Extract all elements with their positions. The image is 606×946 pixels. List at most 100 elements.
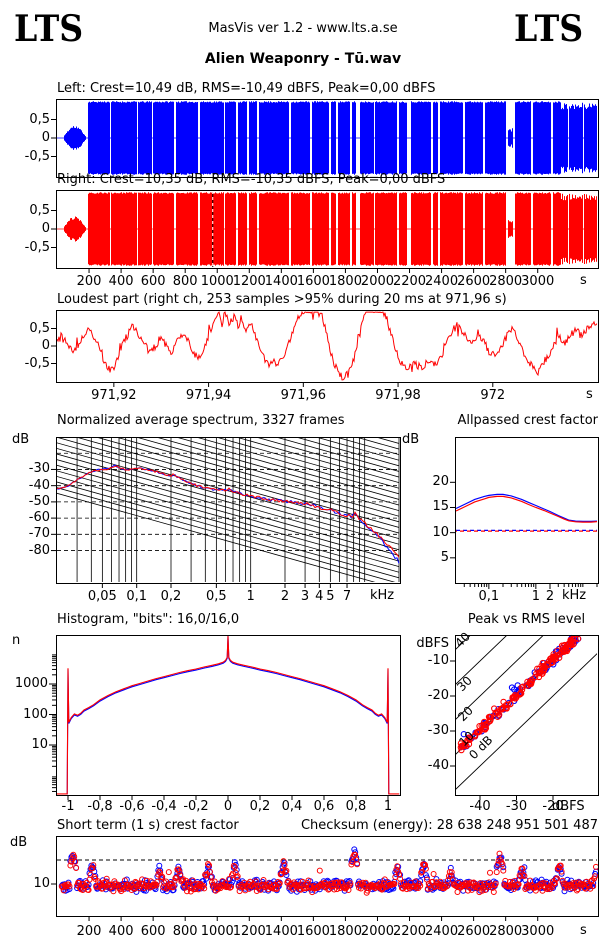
tick-label: -80 <box>28 542 50 558</box>
checksum-label: Checksum (energy): 28 638 248 951 501 48… <box>300 818 598 833</box>
tick-label: 0,1 <box>126 589 148 604</box>
tick-label: 0,5 <box>29 320 50 336</box>
tick-label: 0,2 <box>249 799 271 814</box>
tick-label: -40 <box>469 799 491 814</box>
loudest-box <box>56 310 599 383</box>
tick-label: -30 <box>427 723 449 738</box>
left-waveform-box <box>56 99 599 178</box>
tick-label: 2 <box>280 589 290 604</box>
tick-label: 1800 <box>328 274 362 289</box>
tick-label: -0,8 <box>87 799 113 814</box>
tick-label: -0,6 <box>119 799 145 814</box>
spectrum-xunit: kHz <box>370 588 395 603</box>
tick-label: 0,6 <box>313 799 335 814</box>
tick-label: 3000 <box>521 924 555 939</box>
tick-label: 1 <box>383 799 393 814</box>
page-title: Alien Weaponry - Tū.wav <box>204 51 402 67</box>
tick-label: 1600 <box>296 924 330 939</box>
tick-label: 7 <box>342 589 352 604</box>
spectrum-title: Normalized average spectrum, 3327 frames <box>57 413 345 428</box>
right-wave-label: Right: Crest=10,35 dB, RMS=-10,35 dBFS, … <box>57 172 446 187</box>
tick-label: 1000 <box>200 924 234 939</box>
tick-label: 600 <box>140 274 166 289</box>
left-wave-label: Left: Crest=10,49 dB, RMS=-10,49 dBFS, P… <box>57 81 436 96</box>
tick-label: 800 <box>172 924 198 939</box>
tick-label: 200 <box>76 274 102 289</box>
tick-label: 10 <box>33 876 50 891</box>
tick-label: -0,5 <box>24 355 50 371</box>
tick-label: 4 <box>315 589 324 604</box>
tick-label: 2400 <box>425 924 459 939</box>
tick-label: 971,98 <box>375 388 421 403</box>
loudest-title: Loudest part (right ch, 253 samples >95%… <box>57 292 507 307</box>
tick-label: 1400 <box>264 274 298 289</box>
tick-label: -20 <box>427 688 449 703</box>
tick-label: 0,5 <box>29 202 50 218</box>
allpassed-title: Allpassed crest factor <box>457 413 598 428</box>
tick-label: -40 <box>28 477 50 493</box>
shortterm-ylabel: dB <box>10 835 28 850</box>
tick-label: 0 <box>41 221 50 236</box>
tick-label: 2800 <box>489 924 523 939</box>
tick-label: 2 <box>545 589 555 604</box>
tick-label: 2800 <box>489 274 523 289</box>
tick-label: 100 <box>23 706 48 722</box>
app-version: MasVis ver 1.2 - www.lts.a.se <box>208 21 398 36</box>
tick-label: 971,96 <box>280 388 327 403</box>
peak-rms-ylabel: dBFS <box>416 636 449 651</box>
shortterm-axis-unit: s <box>580 923 587 938</box>
tick-label: -0,4 <box>151 799 177 814</box>
tick-label: -40 <box>427 758 449 773</box>
lts-logo-right: LTS <box>514 8 584 50</box>
tick-label: -0,5 <box>24 239 50 255</box>
tick-label: 2200 <box>392 924 427 939</box>
tick-label: 0,05 <box>87 589 117 604</box>
shortterm-title: Short term (1 s) crest factor <box>57 818 239 833</box>
tick-label: 0,4 <box>281 799 303 814</box>
tick-label: 3000 <box>521 274 555 289</box>
histogram-ylabel: n <box>12 633 21 648</box>
tick-label: 1200 <box>232 924 266 939</box>
lts-logo-left: LTS <box>14 8 84 50</box>
right-waveform-box <box>56 190 599 269</box>
peak-rms-box <box>455 635 599 796</box>
peak-rms-title: Peak vs RMS level <box>467 612 586 627</box>
tick-label: 1000 <box>14 676 48 691</box>
histogram-title: Histogram, "bits": 16,0/16,0 <box>57 612 240 627</box>
tick-label: 1800 <box>328 924 362 939</box>
tick-label: 0,8 <box>345 799 367 814</box>
tick-label: 0,5 <box>29 111 50 127</box>
tick-label: -10 <box>427 653 449 668</box>
tick-label: 0 <box>223 799 233 814</box>
tick-label: 800 <box>172 274 198 289</box>
tick-label: 1 <box>246 589 255 604</box>
tick-label: 0 <box>41 130 50 145</box>
tick-label: 2600 <box>457 274 491 289</box>
tick-label: 971,94 <box>185 388 232 403</box>
tick-label: 1400 <box>264 924 298 939</box>
tick-label: -0,2 <box>183 799 209 814</box>
tick-label: 20 <box>432 474 449 490</box>
spectrum-ylabel-left: dB <box>12 432 30 447</box>
tick-label: 10 <box>432 524 449 540</box>
tick-label: 2400 <box>425 274 459 289</box>
svg-text:20: 20 <box>455 703 476 724</box>
tick-label: 200 <box>76 924 102 939</box>
tick-label: 15 <box>432 499 449 515</box>
tick-label: 0,5 <box>206 589 227 604</box>
time-axis-unit: s <box>580 273 587 288</box>
tick-label: 10 <box>31 737 48 752</box>
tick-label: 2000 <box>360 274 395 289</box>
tick-label: 2600 <box>457 924 491 939</box>
histogram-box <box>56 635 401 796</box>
tick-label: -30 <box>28 461 50 477</box>
loudest-axis-unit: s <box>586 387 593 402</box>
tick-label: -20 <box>542 799 564 814</box>
tick-label: 1000 <box>200 274 234 289</box>
tick-label: 3 <box>300 589 310 604</box>
tick-label: 0,1 <box>478 589 500 604</box>
tick-label: -50 <box>28 493 50 509</box>
tick-label: 400 <box>108 924 134 939</box>
